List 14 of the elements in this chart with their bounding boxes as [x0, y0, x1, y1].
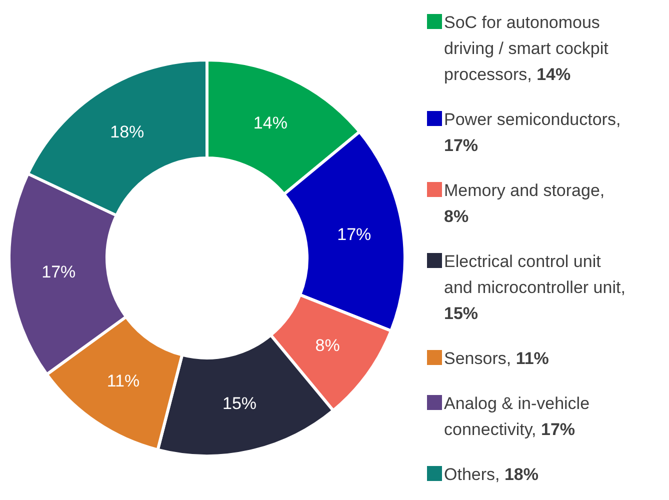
- data-label: 18%: [110, 122, 144, 142]
- legend-label: Others, 18%: [444, 464, 538, 484]
- data-label: 8%: [315, 336, 340, 356]
- data-label: 17%: [337, 225, 372, 244]
- data-label: 11%: [106, 372, 140, 391]
- data-label: 14%: [253, 114, 288, 133]
- legend-label: SoC for autonomous driving / smart cockpit processors, 14%: [444, 12, 609, 84]
- legend-label: Electrical control unit and microcontroller unit, 15%: [444, 252, 626, 322]
- legend-label: Sensors, 11%: [444, 348, 549, 368]
- data-label: 17%: [42, 262, 76, 282]
- data-label: 15%: [222, 394, 257, 413]
- legend-label: Power semiconductors, 17%: [444, 110, 621, 154]
- legend-label: Memory and storage, 8%: [444, 180, 605, 226]
- legend-label: Analog & in-vehicle connectivity, 17%: [444, 394, 590, 438]
